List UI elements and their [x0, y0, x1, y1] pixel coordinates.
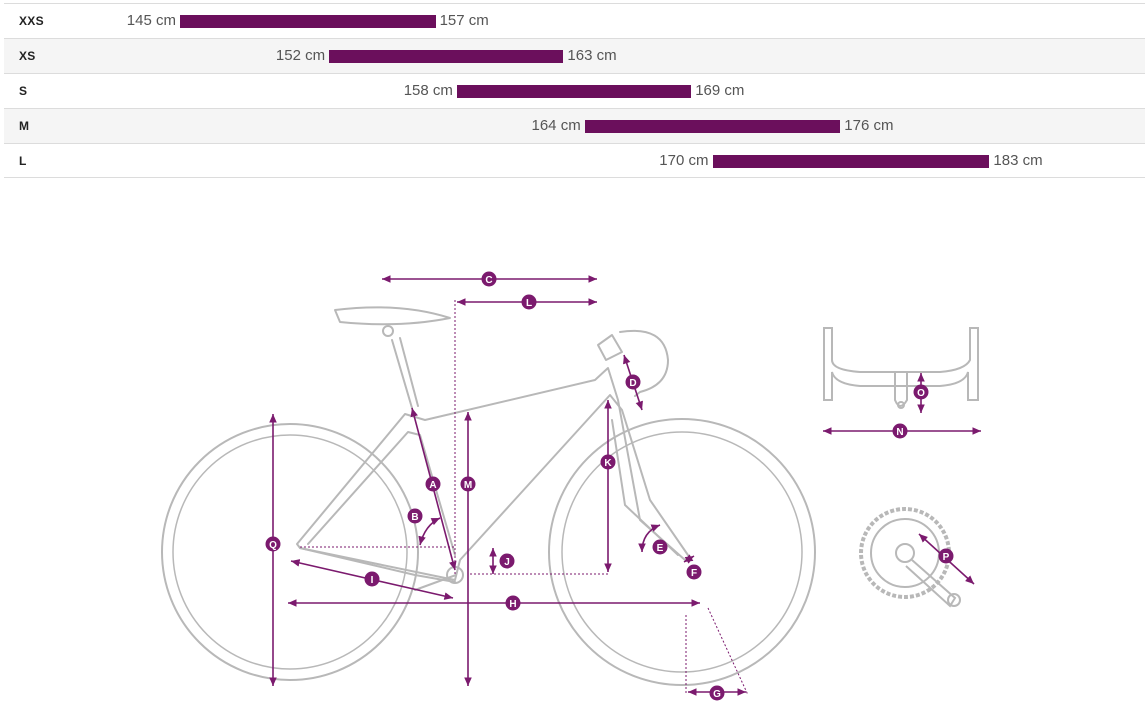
stem	[597, 334, 623, 361]
range-bar	[712, 155, 990, 168]
range-min-label: 152 cm	[275, 47, 326, 64]
range-max-label: 183 cm	[993, 152, 1043, 169]
svg-text:A: A	[429, 480, 436, 491]
marker-n: N	[892, 423, 908, 439]
marker-e: E	[652, 539, 668, 555]
range-bar	[456, 85, 692, 98]
marker-l: L	[521, 294, 537, 310]
range-bar	[180, 15, 436, 28]
marker-f: F	[686, 564, 702, 580]
drop-bar	[619, 329, 669, 397]
range-min-label: 170 cm	[659, 152, 709, 169]
svg-text:B: B	[411, 512, 418, 523]
dim-arc-b	[418, 517, 441, 546]
dim-arc-e	[638, 524, 661, 553]
marker-k: K	[600, 454, 616, 470]
size-label: XS	[19, 49, 36, 63]
marker-q: Q	[265, 536, 281, 552]
range-bar	[329, 50, 564, 63]
marker-h: H	[505, 595, 521, 611]
svg-text:D: D	[629, 378, 636, 389]
size-label: XXS	[19, 14, 44, 28]
dimension-lines	[269, 275, 746, 696]
svg-text:G: G	[713, 689, 721, 700]
size-row-l[interactable]: L 170 cm 183 cm	[4, 143, 1145, 178]
marker-j: J	[499, 553, 515, 569]
chainring-view	[859, 507, 975, 608]
svg-text:M: M	[464, 480, 472, 491]
seatpost	[391, 337, 419, 409]
range-max-label: 157 cm	[439, 12, 489, 29]
marker-p: P	[938, 548, 954, 564]
size-chart: XXS 145 cm 157 cm XS 152 cm 163 cm S 158…	[4, 3, 1145, 178]
marker-c: C	[481, 271, 497, 287]
dim-line-f	[683, 554, 695, 564]
size-label: L	[19, 154, 27, 168]
range-min-label: 164 cm	[531, 117, 581, 134]
range-bar	[584, 120, 841, 133]
svg-text:K: K	[604, 458, 612, 469]
size-label: M	[19, 119, 30, 133]
size-row-xs[interactable]: XS 152 cm 163 cm	[4, 38, 1145, 73]
marker-o: O	[913, 384, 929, 400]
size-label: S	[19, 84, 28, 98]
marker-a: A	[425, 476, 441, 492]
front-wheel	[548, 418, 816, 686]
svg-text:H: H	[509, 599, 516, 610]
marker-m: M	[460, 476, 476, 492]
range-max-label: 169 cm	[695, 82, 745, 99]
bike-geometry-diagram: C L D O N K A M B Q E P J F I H G	[161, 271, 981, 701]
handlebar-front-view	[823, 327, 981, 435]
svg-text:P: P	[943, 552, 950, 563]
size-row-s[interactable]: S 158 cm 169 cm	[4, 73, 1145, 108]
range-min-label: 158 cm	[403, 82, 453, 99]
svg-text:C: C	[485, 275, 492, 286]
range-max-label: 176 cm	[844, 117, 894, 134]
svg-text:E: E	[657, 543, 664, 554]
marker-g: G	[709, 685, 725, 701]
marker-d: D	[625, 374, 641, 390]
size-row-m[interactable]: M 164 cm 176 cm	[4, 108, 1145, 143]
marker-i: I	[364, 571, 380, 587]
svg-text:J: J	[504, 557, 510, 568]
svg-text:I: I	[371, 575, 374, 586]
size-row-xxs[interactable]: XXS 145 cm 157 cm	[4, 3, 1145, 38]
reference-lines	[300, 300, 749, 696]
dimension-markers: C L D O N K A M B Q E P J F I H G	[265, 271, 954, 701]
fork	[611, 419, 679, 556]
bike-frame-drawing	[161, 306, 816, 686]
saddle	[334, 306, 451, 326]
svg-text:O: O	[917, 388, 925, 399]
range-max-label: 163 cm	[567, 47, 617, 64]
svg-text:L: L	[526, 298, 532, 309]
svg-text:F: F	[691, 568, 697, 579]
range-min-label: 145 cm	[126, 12, 176, 29]
svg-text:Q: Q	[269, 540, 277, 551]
svg-text:N: N	[896, 427, 903, 438]
marker-b: B	[407, 508, 423, 524]
